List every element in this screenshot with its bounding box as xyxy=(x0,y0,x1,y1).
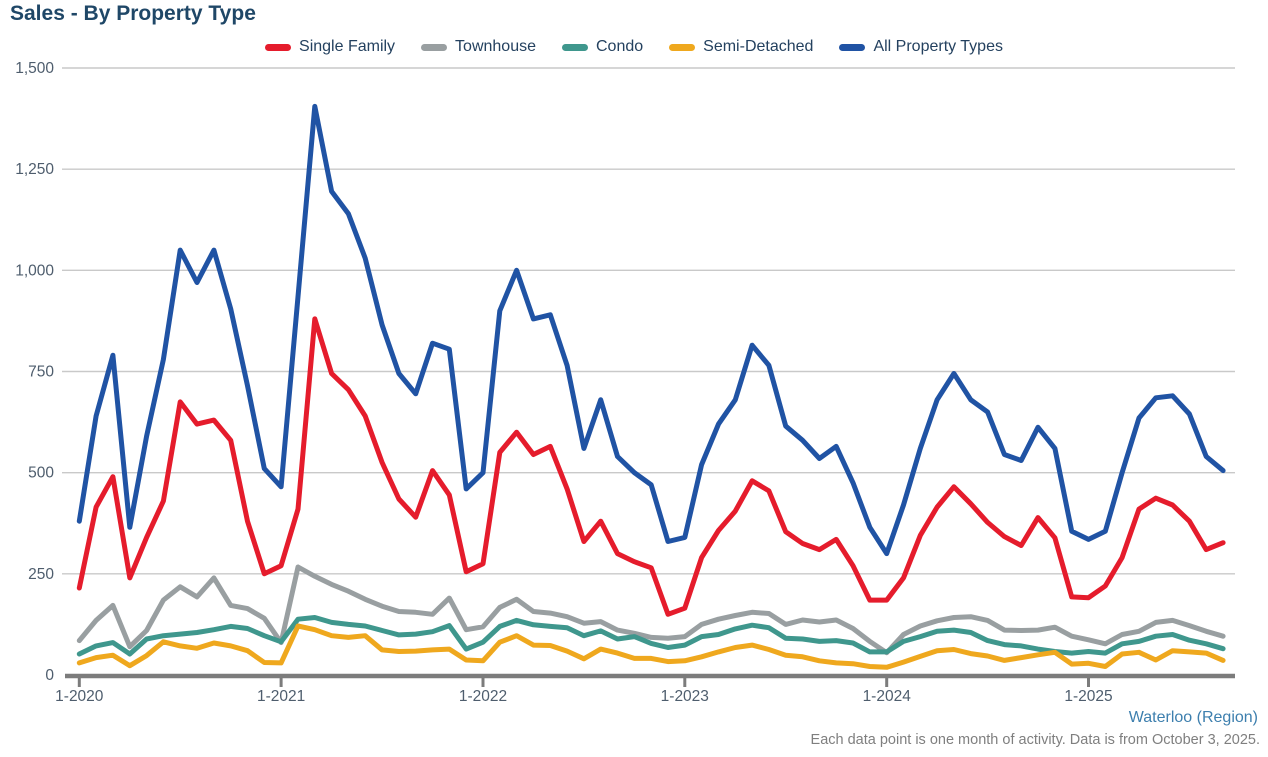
legend-label: All Property Types xyxy=(873,38,1003,55)
legend-item-all-property-types[interactable]: All Property Types xyxy=(839,38,1003,56)
legend-item-condo[interactable]: Condo xyxy=(562,38,643,56)
legend-swatch-icon xyxy=(669,43,696,51)
x-tick-label: 1-2021 xyxy=(257,688,305,705)
series-line-all-property-types[interactable] xyxy=(76,103,1226,557)
legend-swatch-icon xyxy=(562,43,588,51)
x-tick-label: 1-2024 xyxy=(863,688,912,705)
legend-item-single-family[interactable]: Single Family xyxy=(265,38,395,56)
legend-swatch-icon xyxy=(265,43,292,51)
y-tick-label: 750 xyxy=(28,364,54,381)
y-tick-label: 1,250 xyxy=(15,161,54,178)
y-tick-label: 0 xyxy=(45,667,54,684)
region-label[interactable]: Waterloo (Region) xyxy=(1128,709,1258,726)
data-note: Each data point is one month of activity… xyxy=(810,732,1260,748)
legend-label: Townhouse xyxy=(455,38,536,55)
y-tick-label: 1,000 xyxy=(15,262,54,279)
legend-swatch-icon xyxy=(421,43,448,51)
legend-label: Single Family xyxy=(299,38,396,55)
series-line-single-family[interactable] xyxy=(76,316,1226,617)
y-tick-label: 250 xyxy=(28,566,54,583)
series-line-condo[interactable] xyxy=(76,615,1226,657)
x-tick-label: 1-2020 xyxy=(55,688,104,705)
legend-label: Condo xyxy=(596,38,644,55)
series-line-semi-detached[interactable] xyxy=(76,623,1226,670)
legend-label: Semi-Detached xyxy=(703,38,814,55)
series-line-townhouse[interactable] xyxy=(76,564,1226,656)
page-title: Sales - By Property Type xyxy=(10,2,256,25)
x-tick-label: 1-2023 xyxy=(661,688,709,705)
legend-item-semi-detached[interactable]: Semi-Detached xyxy=(669,38,813,56)
legend-swatch-icon xyxy=(839,43,866,51)
y-tick-label: 1,500 xyxy=(15,60,54,77)
x-tick-label: 1-2025 xyxy=(1064,688,1112,705)
legend-item-townhouse[interactable]: Townhouse xyxy=(421,38,536,56)
x-tick-label: 1-2022 xyxy=(459,688,507,705)
y-tick-label: 500 xyxy=(28,465,54,482)
chart-legend: Single Family Townhouse Condo Semi-Detached… xyxy=(0,38,1268,56)
